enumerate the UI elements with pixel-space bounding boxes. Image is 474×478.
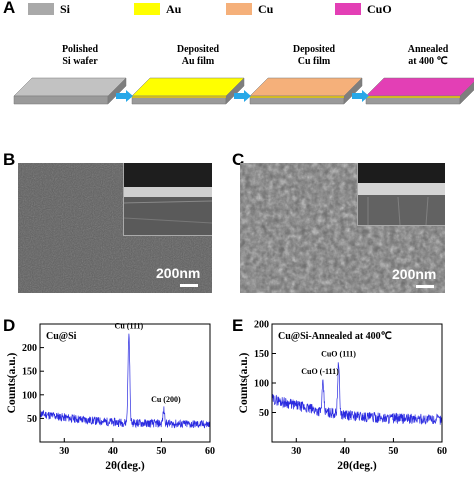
y-tick-label: 100 [22,390,37,401]
peak-label: Cu (111) [115,321,144,330]
y-axis-label: Counts(a.u.) [6,352,18,413]
cross-section-b [123,163,212,235]
plot-frame [39,323,211,443]
panel-letter-d: D [3,316,16,335]
step-label-line1: Annealed [407,44,449,55]
x-axis-label: 2θ(deg.) [337,460,377,472]
sem-texture-c [240,163,445,293]
y-tick-label: 100 [254,379,269,390]
process-slab [13,77,127,105]
y-tick-label: 50 [27,414,37,425]
process-slab [249,77,363,105]
scale-bar-c [416,285,434,288]
y-tick-label: 150 [22,367,37,378]
slab-side-face [225,77,245,105]
x-tick-label: 60 [437,446,447,457]
y-tick-label: 50 [259,408,269,419]
step-label-line1: Deposited [176,44,220,55]
xrd-chart-e: 30 40 50 60 50 100 150 200 2θ(deg.) Counts(a.u.) C… [238,320,447,473]
panel-letter-a: A [3,0,16,17]
y-tick-label: 150 [254,349,269,360]
sem-inset-b [123,163,212,236]
process-slab [131,77,245,105]
step-label-au: Deposited Au film [148,44,248,68]
y-tick-label: 200 [22,343,37,354]
scale-label-b: 200nm [156,265,201,281]
x-tick-label: 60 [205,446,215,457]
x-tick-label: 30 [291,446,301,457]
legend-swatch-si [28,3,54,15]
peak-label: Cu (200) [151,395,181,404]
slab-side-face [107,77,127,105]
y-axis-label: Counts(a.u.) [238,352,250,413]
step-label-cu: Deposited Cu film [264,44,364,68]
slab-front-face [13,95,109,105]
process-slab [365,77,474,105]
slab-top-face [249,77,363,97]
slab-top-face [365,77,474,97]
peak-label: CuO (111) [321,349,356,358]
process-schematic [13,77,474,105]
panel-letter-b: B [3,150,16,169]
cross-section-c [358,163,445,226]
chart-annotation: Cu@Si [46,331,77,342]
legend-label-cu: Cu [258,2,274,16]
step-label-line1: Polished [61,44,99,55]
xrd-pattern-line [271,362,443,425]
step-label-line2: at 400 ℃ [408,56,448,67]
step-label-annealed: Annealed at 400 ℃ [378,44,474,68]
step-label-polished: Polished Si wafer [30,44,130,68]
y-tick-label: 200 [254,320,269,331]
slab-side-face [343,77,363,105]
process-arrow [234,90,251,102]
scale-bar-b [180,284,198,287]
legend-label-si: Si [60,2,71,16]
step-label-line2: Au film [181,56,215,67]
legend-label-au: Au [166,2,182,16]
slab-top-face [131,77,245,97]
step-label-line1: Deposited [292,44,336,55]
x-tick-label: 40 [108,446,118,457]
legend-swatch-cu [226,3,252,15]
xrd-chart-d: 30 40 50 60 50 100 150 200 2θ(deg.) Counts(a.u.) C… [6,321,215,472]
sem-image-c: 200nm [240,163,445,293]
x-tick-label: 30 [59,446,69,457]
slab-side-face [459,81,474,105]
x-tick-label: 50 [156,446,166,457]
xrd-pattern-line [39,333,211,429]
legend-swatch-cuo [335,3,361,15]
scale-label-c: 200nm [392,266,437,282]
x-axis-label: 2θ(deg.) [105,460,145,472]
chart-annotation: Cu@Si-Annealed at 400℃ [278,331,392,342]
step-label-line2: Cu film [297,56,331,67]
x-tick-label: 40 [340,446,350,457]
sem-inset-c [357,163,445,226]
legend-label-cuo: CuO [367,2,392,16]
legend-swatch-au [134,3,160,15]
sem-image-b: 200nm [18,163,212,293]
slab-top-face [13,77,127,97]
step-label-line2: Si wafer [62,56,98,67]
process-arrow [352,90,369,102]
material-legend: Si Au Cu CuO [28,2,468,17]
panel-letter-e: E [232,316,244,335]
process-arrow [116,90,133,102]
x-tick-label: 50 [388,446,398,457]
peak-label: CuO (-111) [301,367,339,376]
